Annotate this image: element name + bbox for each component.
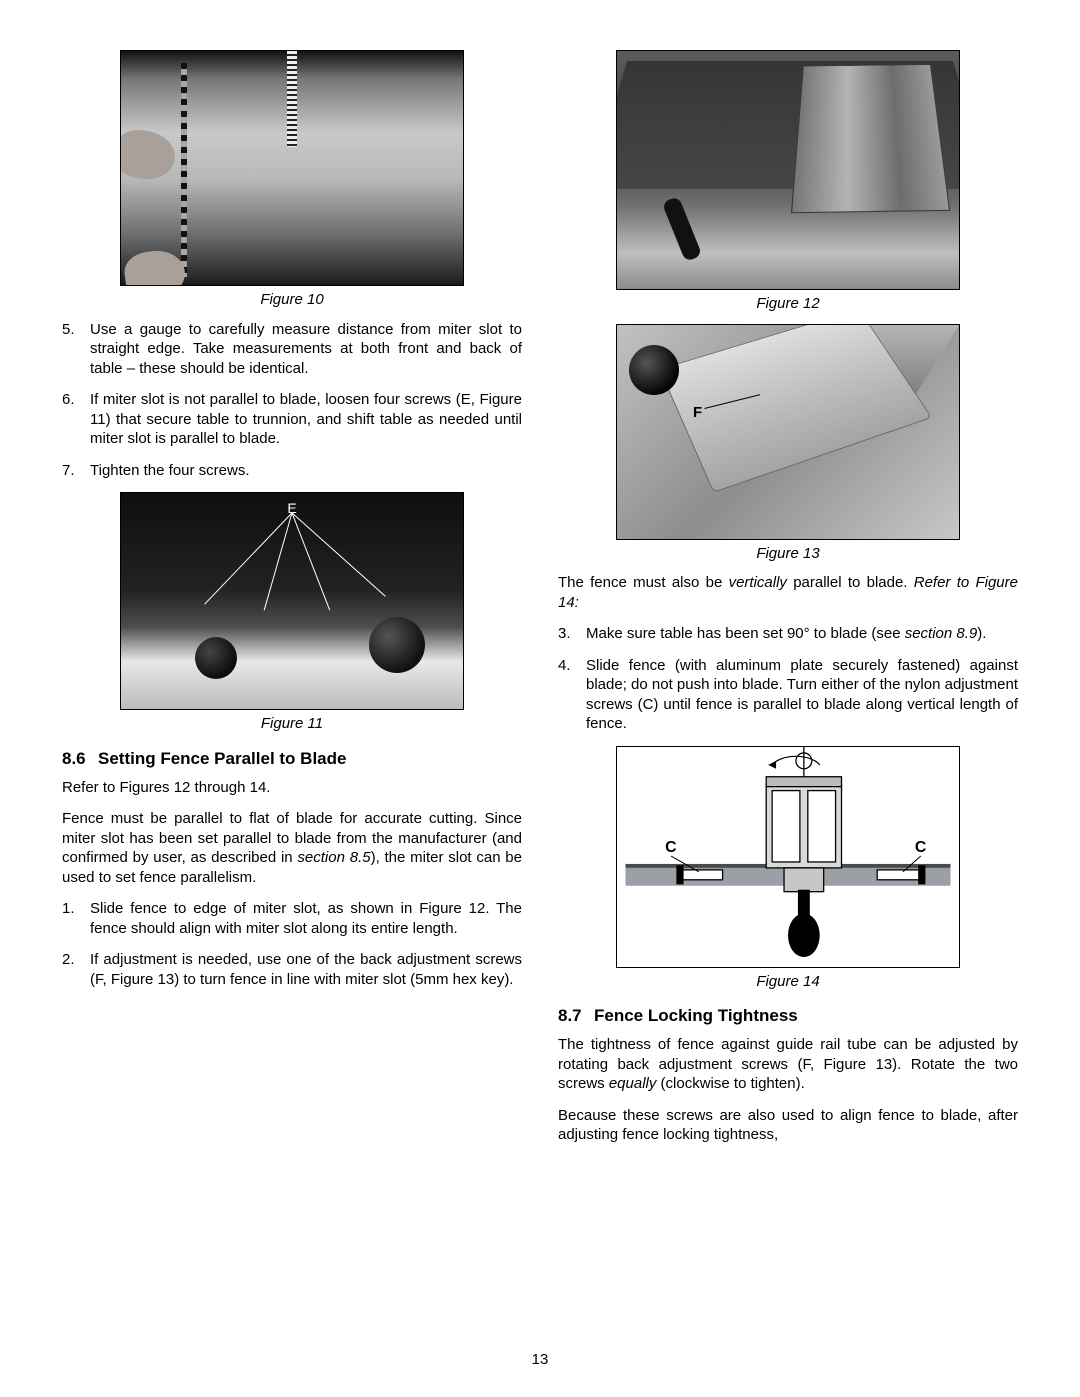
step-text: Tighten the four screws.: [90, 461, 522, 481]
list-item: 1. Slide fence to edge of miter slot, as…: [62, 899, 522, 938]
section-title: Setting Fence Parallel to Blade: [98, 748, 346, 770]
figure-10-caption: Figure 10: [62, 290, 522, 310]
list-item: 4. Slide fence (with aluminum plate secu…: [558, 656, 1018, 734]
figure-14-diagram-icon: C C: [617, 747, 959, 967]
text-italic: vertically: [729, 574, 787, 591]
figure-12-caption: Figure 12: [558, 294, 1018, 314]
figure-12: [616, 50, 960, 290]
step-number: 2.: [62, 950, 90, 989]
figure-10: [120, 50, 464, 286]
step-number: 3.: [558, 624, 586, 644]
step-number: 4.: [558, 656, 586, 734]
figure-11-caption: Figure 11: [62, 714, 522, 734]
figure-14-caption: Figure 14: [558, 972, 1018, 992]
list-item: 5. Use a gauge to carefully measure dist…: [62, 320, 522, 379]
step-text: Make sure table has been set 90° to blad…: [586, 624, 1018, 644]
steps-1-2: 1. Slide fence to edge of miter slot, as…: [62, 899, 522, 989]
step-number: 7.: [62, 461, 90, 481]
section-title: Fence Locking Tightness: [594, 1005, 798, 1027]
section-8-6-heading: 8.6 Setting Fence Parallel to Blade: [62, 748, 522, 770]
text: ).: [977, 625, 986, 642]
svg-text:C: C: [915, 839, 927, 856]
step-text: Slide fence to edge of miter slot, as sh…: [90, 899, 522, 938]
section-number: 8.6: [62, 748, 98, 770]
svg-text:C: C: [665, 839, 677, 856]
right-column: Figure 12 F Figure 13 The fence must als…: [558, 50, 1018, 1157]
paragraph: Because these screws are also used to al…: [558, 1106, 1018, 1145]
step-text: If adjustment is needed, use one of the …: [90, 950, 522, 989]
figure-14: C C: [616, 746, 960, 968]
steps-5-7: 5. Use a gauge to carefully measure dist…: [62, 320, 522, 481]
paragraph: Refer to Figures 12 through 14.: [62, 778, 522, 798]
text-italic: section 8.9: [905, 625, 978, 642]
step-number: 6.: [62, 390, 90, 449]
figure-13-caption: Figure 13: [558, 544, 1018, 564]
step-text: Use a gauge to carefully measure distanc…: [90, 320, 522, 379]
list-item: 7. Tighten the four screws.: [62, 461, 522, 481]
columns: Figure 10 5. Use a gauge to carefully me…: [62, 50, 1018, 1157]
step-number: 5.: [62, 320, 90, 379]
page-number: 13: [0, 1350, 1080, 1370]
step-text: If miter slot is not parallel to blade, …: [90, 390, 522, 449]
left-column: Figure 10 5. Use a gauge to carefully me…: [62, 50, 522, 1157]
text: parallel to blade.: [787, 574, 914, 591]
paragraph: The fence must also be vertically parall…: [558, 573, 1018, 612]
figure-13-line-icon: [617, 325, 959, 540]
text-italic: section 8.5: [297, 849, 370, 866]
figure-13: F: [616, 324, 960, 540]
section-8-7-heading: 8.7 Fence Locking Tightness: [558, 1005, 1018, 1027]
section-number: 8.7: [558, 1005, 594, 1027]
text: (clockwise to tighten).: [656, 1075, 804, 1092]
text: The fence must also be: [558, 574, 729, 591]
list-item: 6. If miter slot is not parallel to blad…: [62, 390, 522, 449]
text-italic: equally: [609, 1075, 657, 1092]
paragraph: Fence must be parallel to flat of blade …: [62, 809, 522, 887]
list-item: 2. If adjustment is needed, use one of t…: [62, 950, 522, 989]
step-text: Slide fence (with aluminum plate securel…: [586, 656, 1018, 734]
paragraph: The tightness of fence against guide rai…: [558, 1035, 1018, 1094]
step-number: 1.: [62, 899, 90, 938]
text: Make sure table has been set 90° to blad…: [586, 625, 905, 642]
figure-11-lines-icon: [121, 493, 463, 710]
figure-11: E: [120, 492, 464, 710]
list-item: 3. Make sure table has been set 90° to b…: [558, 624, 1018, 644]
page: Figure 10 5. Use a gauge to carefully me…: [0, 0, 1080, 1397]
steps-3-4: 3. Make sure table has been set 90° to b…: [558, 624, 1018, 734]
